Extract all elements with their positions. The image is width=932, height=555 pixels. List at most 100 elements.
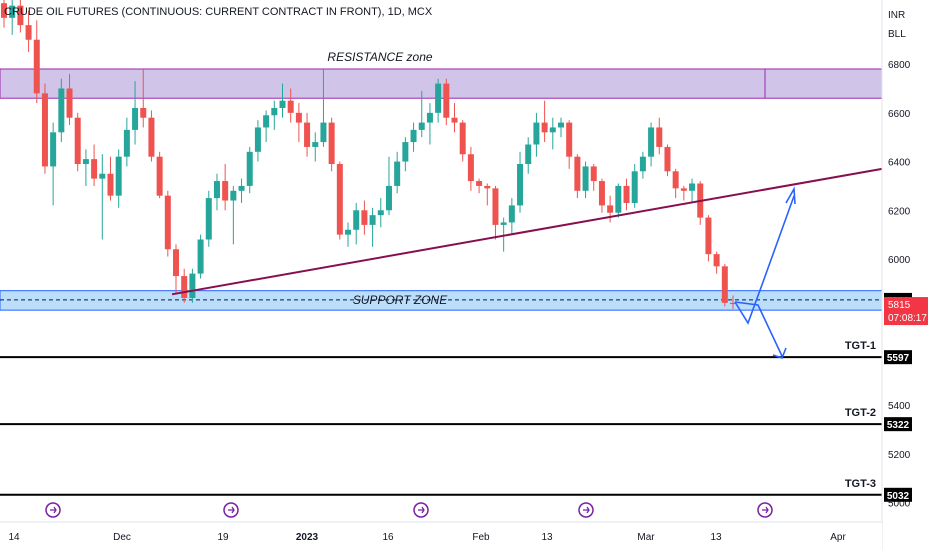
candle-up <box>639 156 646 172</box>
candle-down <box>304 122 311 147</box>
candle-down <box>295 112 302 123</box>
candle-down <box>91 159 98 179</box>
time-tick-label: 13 <box>710 532 722 543</box>
time-tick-label: 13 <box>541 532 553 543</box>
candle-down <box>222 181 229 201</box>
candle-up <box>123 129 130 157</box>
candle-down <box>287 100 294 113</box>
projection-arrowhead-down <box>772 347 787 359</box>
candle-up <box>263 115 270 128</box>
event-marker-icon[interactable] <box>413 502 429 518</box>
candle-up <box>517 163 524 206</box>
candle-down <box>107 173 114 196</box>
event-marker-icon[interactable] <box>757 502 773 518</box>
candle-down <box>443 83 450 118</box>
candle-down <box>74 117 81 164</box>
candle-up <box>9 5 16 18</box>
tgt1-price-value: 5597 <box>887 353 910 364</box>
candle-up <box>189 273 196 298</box>
candle-down <box>41 93 48 167</box>
candle-up <box>132 107 139 130</box>
candle-down <box>336 163 343 235</box>
candle-down <box>484 185 491 189</box>
candle-up <box>377 210 384 216</box>
candle-down <box>17 5 24 26</box>
candle-up <box>631 171 638 203</box>
event-markers[interactable] <box>45 502 773 518</box>
candle-down <box>590 166 597 182</box>
candle-down <box>713 254 720 267</box>
time-tick-label: Feb <box>472 532 490 543</box>
candle-down <box>721 266 728 303</box>
candle-down <box>25 25 32 40</box>
candle-up <box>549 127 556 133</box>
tgt3-price-value: 5032 <box>887 491 910 502</box>
candle-up <box>369 215 376 225</box>
time-tick-label: Apr <box>830 532 846 543</box>
candle-up <box>353 210 360 230</box>
candle-up <box>410 129 417 143</box>
candle-up <box>508 205 515 223</box>
candle-down <box>574 156 581 191</box>
candle-down <box>181 276 188 298</box>
candle-up <box>557 122 564 128</box>
projection-arrows <box>734 186 796 359</box>
axis-unit: BLL <box>888 29 906 40</box>
candle-up <box>435 83 442 113</box>
time-tick-label: 19 <box>217 532 229 543</box>
price-tick-label: 6800 <box>888 60 911 71</box>
tgt1-label: TGT-1 <box>845 340 876 352</box>
resistance-label: RESISTANCE zone <box>327 50 432 64</box>
candle-down <box>33 39 40 94</box>
candle-down <box>598 181 605 206</box>
candle-down <box>656 127 663 147</box>
candle-down <box>664 146 671 172</box>
candle-up <box>50 132 57 167</box>
support-label: SUPPORT ZONE <box>353 293 448 307</box>
tgt2-price-tag: 5322 <box>884 417 912 432</box>
candle-up <box>115 156 122 196</box>
event-marker-icon[interactable] <box>223 502 239 518</box>
candle-down <box>492 188 499 225</box>
candlestick-series <box>1 0 736 309</box>
candle-up <box>394 161 401 186</box>
axis-currency: INR <box>888 10 905 21</box>
candle-up <box>279 100 286 108</box>
candle-up <box>246 151 253 186</box>
candle-down <box>566 122 573 157</box>
price-tick-label: 6600 <box>888 109 911 120</box>
candle-up <box>254 127 261 152</box>
time-tick-label: 16 <box>382 532 394 543</box>
symbol-legend[interactable]: CRUDE OIL FUTURES (CONTINUOUS: CURRENT C… <box>4 6 433 18</box>
candle-up <box>385 185 392 211</box>
time-tick-label: Mar <box>637 532 655 543</box>
candle-up <box>689 183 696 191</box>
candle-down <box>1 3 7 18</box>
candle-up <box>402 142 409 162</box>
projection-path-down <box>734 301 783 357</box>
price-tick-label: 6200 <box>888 206 911 217</box>
price-tick-label: 5200 <box>888 450 911 461</box>
candle-up <box>271 107 278 116</box>
candle-up <box>238 185 245 191</box>
tgt3-label: TGT-3 <box>845 478 876 490</box>
candle-down <box>328 122 335 164</box>
candle-down <box>541 122 548 133</box>
candle-up <box>525 144 532 164</box>
price-tick-label: 5000 <box>888 499 911 510</box>
candle-down <box>476 181 483 186</box>
candle-up <box>312 142 319 147</box>
candle-down <box>459 122 466 155</box>
candle-up <box>213 181 220 199</box>
candle-up <box>320 122 327 143</box>
candle-down <box>148 117 155 157</box>
event-marker-icon[interactable] <box>578 502 594 518</box>
price-axis[interactable] <box>882 0 932 520</box>
event-marker-icon[interactable] <box>45 502 61 518</box>
last-price-tag: 5815 07:08:17 <box>884 297 928 326</box>
projection-arrowhead-up <box>785 186 796 205</box>
candle-up <box>58 88 65 133</box>
time-axis[interactable] <box>0 522 882 550</box>
